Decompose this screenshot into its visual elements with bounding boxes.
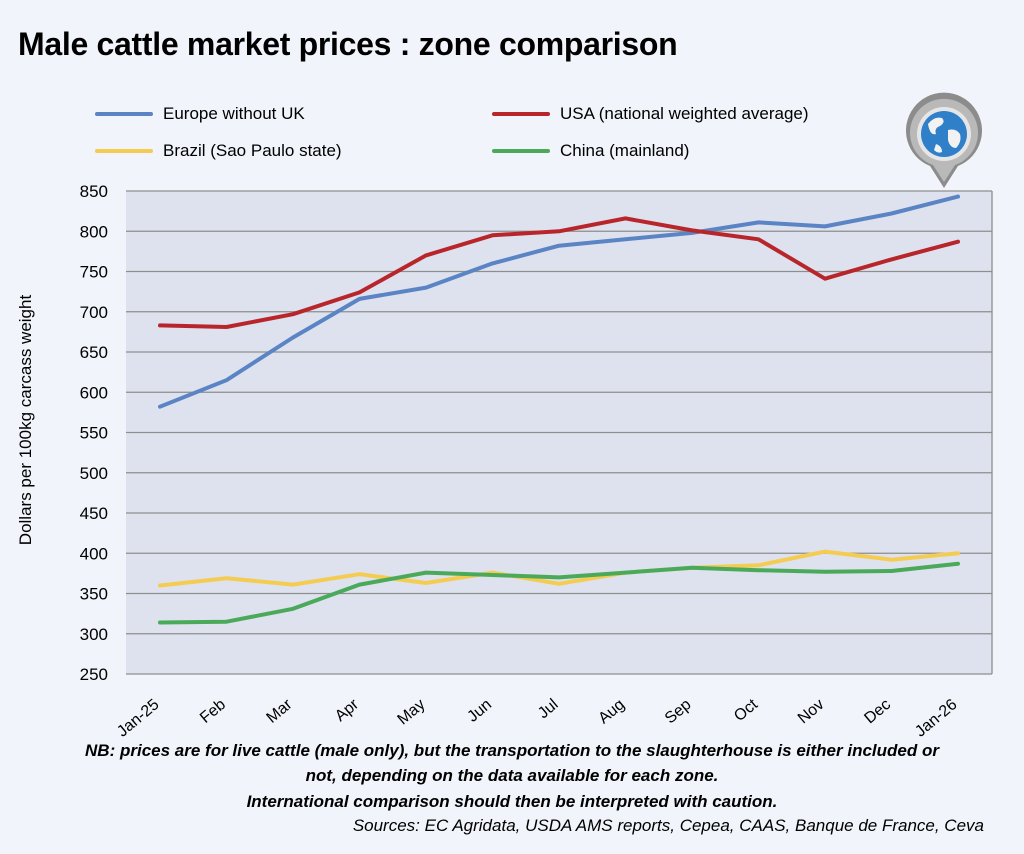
x-tick-label: Jun [464, 696, 495, 726]
x-tick-label: Jul [535, 696, 562, 722]
globe-map-pin-icon [906, 92, 982, 188]
y-tick-label: 350 [80, 585, 108, 604]
legend-item-brazil: Brazil (Sao Paulo state) [95, 141, 342, 161]
legend-item-china: China (mainland) [492, 141, 689, 161]
x-tick-label: Dec [861, 696, 894, 727]
x-tick-label: Jan-26 [912, 696, 960, 741]
y-tick-label: 600 [80, 383, 108, 402]
legend-label-europe: Europe without UK [163, 104, 305, 123]
x-tick-label: May [394, 696, 428, 728]
series-line-china [158, 561, 960, 625]
y-tick-label: 550 [80, 424, 108, 443]
note-line-1: NB: prices are for live cattle (male onl… [85, 741, 939, 760]
gridlines [126, 190, 993, 675]
legend-swatch-usa [492, 112, 550, 116]
y-tick-label: 700 [80, 303, 108, 322]
x-tick-label: Mar [264, 696, 297, 727]
chart-title: Male cattle market prices : zone compari… [18, 26, 678, 62]
y-tick-label: 800 [80, 222, 108, 241]
x-tick-label: Jan-25 [114, 696, 162, 741]
x-tick-label: Apr [332, 696, 363, 725]
series-line-brazil [158, 549, 960, 588]
sources-text: Sources: EC Agridata, USDA AMS reports, … [352, 816, 984, 835]
x-tick-label: Aug [595, 696, 628, 727]
y-tick-label: 500 [80, 464, 108, 483]
y-tick-label: 650 [80, 343, 108, 362]
legend-swatch-europe [95, 112, 153, 116]
legend-item-usa: USA (national weighted average) [492, 104, 809, 124]
legend-item-europe: Europe without UK [95, 104, 305, 124]
y-tick-label: 450 [80, 504, 108, 523]
x-tick-label: Oct [731, 696, 761, 725]
series-line-europe [158, 194, 960, 409]
y-tick-label: 850 [80, 182, 108, 201]
y-tick-label: 750 [80, 263, 108, 282]
series-line-usa [158, 216, 960, 329]
y-tick-label: 250 [80, 665, 108, 684]
y-tick-label: 400 [80, 544, 108, 563]
x-tick-labels: Jan-25 Feb Mar Apr May Jun Jul Aug Sep Oct Nov Dec J… [114, 696, 960, 741]
y-tick-label: 300 [80, 625, 108, 644]
legend-label-usa: USA (national weighted average) [560, 104, 809, 123]
y-tick-labels: 250 300 350 400 450 500 550 600 650 700 750 800 850 [80, 182, 108, 684]
legend-swatch-brazil [95, 149, 153, 153]
legend-label-china: China (mainland) [560, 141, 690, 160]
legend-label-brazil: Brazil (Sao Paulo state) [163, 141, 342, 160]
note-line-3: International comparison should then be … [246, 792, 778, 811]
note-line-2: not, depending on the data available for… [305, 766, 719, 785]
series-lines [158, 194, 960, 625]
x-tick-label: Feb [197, 696, 229, 727]
x-tick-label: Sep [662, 696, 695, 727]
x-tick-label: Nov [795, 696, 828, 727]
legend-swatch-china [492, 149, 550, 153]
